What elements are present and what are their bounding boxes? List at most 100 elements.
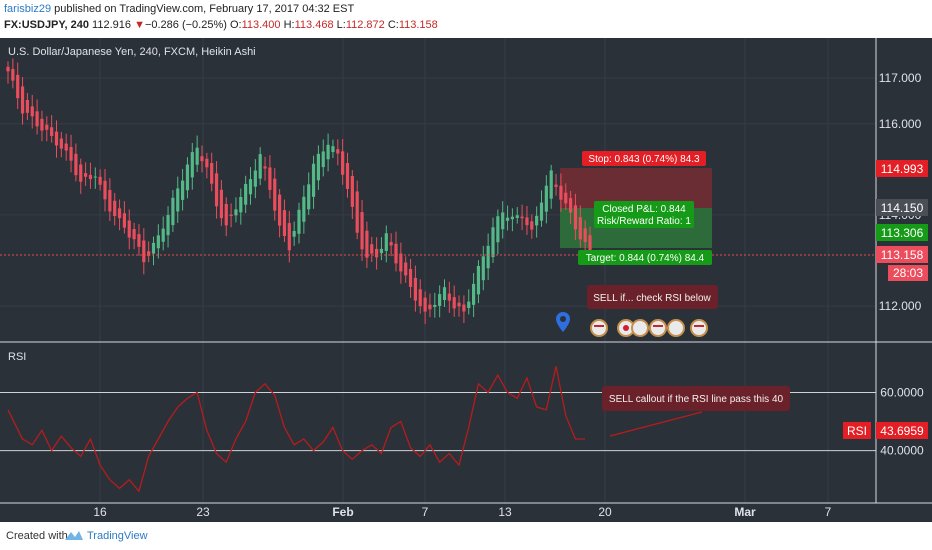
time-tick-label: 23 xyxy=(196,505,210,519)
candle-body xyxy=(45,124,49,130)
candle-body xyxy=(583,228,587,243)
candle-body xyxy=(438,294,442,306)
candle-body xyxy=(355,191,359,233)
ohlc-line: FX:USDJPY, 240 112.916 ▼−0.286 (−0.25%) … xyxy=(4,19,438,31)
candle-body xyxy=(224,203,228,226)
rsi-callout-pointer xyxy=(609,411,703,437)
candle-body xyxy=(25,99,29,113)
candle-body xyxy=(433,304,437,307)
candle-body xyxy=(287,223,291,251)
candle-body xyxy=(360,212,364,250)
open-label: O: xyxy=(229,19,242,31)
low-value: 112.872 xyxy=(345,19,385,31)
candle-body xyxy=(472,283,476,305)
chart-area[interactable]: U.S. Dollar/Japanese Yen, 240, FXCM, Hei… xyxy=(0,38,932,522)
author-link[interactable]: farisbiz29 xyxy=(4,3,52,15)
candle-body xyxy=(98,176,102,185)
candle-body xyxy=(200,156,204,162)
footer: Created with TradingView xyxy=(0,522,932,550)
candle-body xyxy=(263,166,267,169)
chart-header: farisbiz29 published on TradingView.com,… xyxy=(0,0,932,38)
event-flags-icon[interactable] xyxy=(590,319,708,337)
candle-body xyxy=(84,173,88,177)
candle-body xyxy=(496,216,500,243)
stop-price-badge xyxy=(876,160,928,177)
price-tick-label: 112.000 xyxy=(879,299,922,313)
candle-body xyxy=(384,233,388,251)
candle-body xyxy=(442,287,447,301)
candle-body xyxy=(185,164,190,191)
candle-body xyxy=(452,297,456,309)
candle-body xyxy=(399,253,403,272)
close-label: C: xyxy=(387,19,399,31)
candle-body xyxy=(79,164,83,182)
risk-reward-label: Risk/Reward Ratio: 1 xyxy=(597,216,691,227)
candle-body xyxy=(375,248,379,258)
candle-body xyxy=(16,74,20,99)
candle-body xyxy=(258,154,262,179)
rsi-tick-label: 40.0000 xyxy=(880,444,924,458)
candle-body xyxy=(54,131,59,146)
candle-body xyxy=(253,170,257,187)
candle-body xyxy=(578,217,582,240)
high-value: 113.468 xyxy=(294,19,334,31)
candle-body xyxy=(525,217,529,226)
candle-body xyxy=(156,235,160,249)
candle-body xyxy=(379,248,384,254)
time-tick-label: 7 xyxy=(422,505,429,519)
target-price-badge xyxy=(876,224,928,241)
rsi-callout: SELL callout if the RSI line pass this 4… xyxy=(609,394,784,405)
rsi-tick-label: 60.0000 xyxy=(880,385,924,399)
candle-body xyxy=(171,197,175,226)
candle-body xyxy=(457,302,461,307)
candle-body xyxy=(413,277,417,301)
candle-body xyxy=(307,184,311,210)
rsi-callout-box[interactable] xyxy=(602,386,790,411)
candle-body xyxy=(505,217,510,221)
candle-body xyxy=(195,147,199,165)
chart-title: U.S. Dollar/Japanese Yen, 240, FXCM, Hei… xyxy=(8,46,256,58)
candle-body xyxy=(321,151,325,168)
candle-body xyxy=(418,289,422,307)
candle-body xyxy=(35,111,39,127)
time-tick-label: 20 xyxy=(598,505,612,519)
target-price-text: 113.306 xyxy=(881,226,924,240)
candle-body xyxy=(278,194,282,226)
tradingview-link[interactable]: TradingView xyxy=(87,530,148,542)
candle-body xyxy=(476,265,481,295)
candle-body xyxy=(535,215,539,226)
location-pin-icon[interactable] xyxy=(556,312,570,332)
candle-body xyxy=(127,220,131,238)
price-tick-label: 117.000 xyxy=(879,71,922,85)
stop-label-box xyxy=(582,151,706,166)
candle-body xyxy=(486,245,490,269)
time-tick-label: Feb xyxy=(332,505,353,519)
candle-body xyxy=(569,198,573,213)
change-value: −0.286 (−0.25%) xyxy=(144,19,227,31)
candle-body xyxy=(239,196,243,213)
candle-body xyxy=(520,216,524,219)
rsi-line xyxy=(7,366,586,493)
candle-body xyxy=(59,138,63,149)
candle-body xyxy=(181,180,185,200)
candle-body xyxy=(326,144,330,160)
candle-body xyxy=(11,69,15,81)
candle-body xyxy=(554,184,558,187)
entry-price-text: 114.150 xyxy=(881,201,924,215)
candle-body xyxy=(539,202,544,221)
candle-body xyxy=(93,176,97,178)
price-pane[interactable] xyxy=(0,38,876,342)
candles-group xyxy=(6,58,592,324)
candle-body xyxy=(176,188,180,212)
candle-body xyxy=(559,185,563,200)
candle-body xyxy=(515,215,519,218)
symbol-label[interactable]: FX:USDJPY, 240 xyxy=(4,19,89,31)
time-axis[interactable]: 16 23 Feb 7 13 20 Mar 7 xyxy=(93,505,831,519)
candle-body xyxy=(345,163,350,189)
time-tick-label: 13 xyxy=(498,505,512,519)
rsi-axis[interactable]: 60.0000 40.0000 xyxy=(880,385,924,457)
sell-note-box[interactable] xyxy=(587,285,718,309)
closed-pl-box xyxy=(594,201,694,228)
candle-body xyxy=(530,221,534,230)
candle-body xyxy=(151,242,156,254)
